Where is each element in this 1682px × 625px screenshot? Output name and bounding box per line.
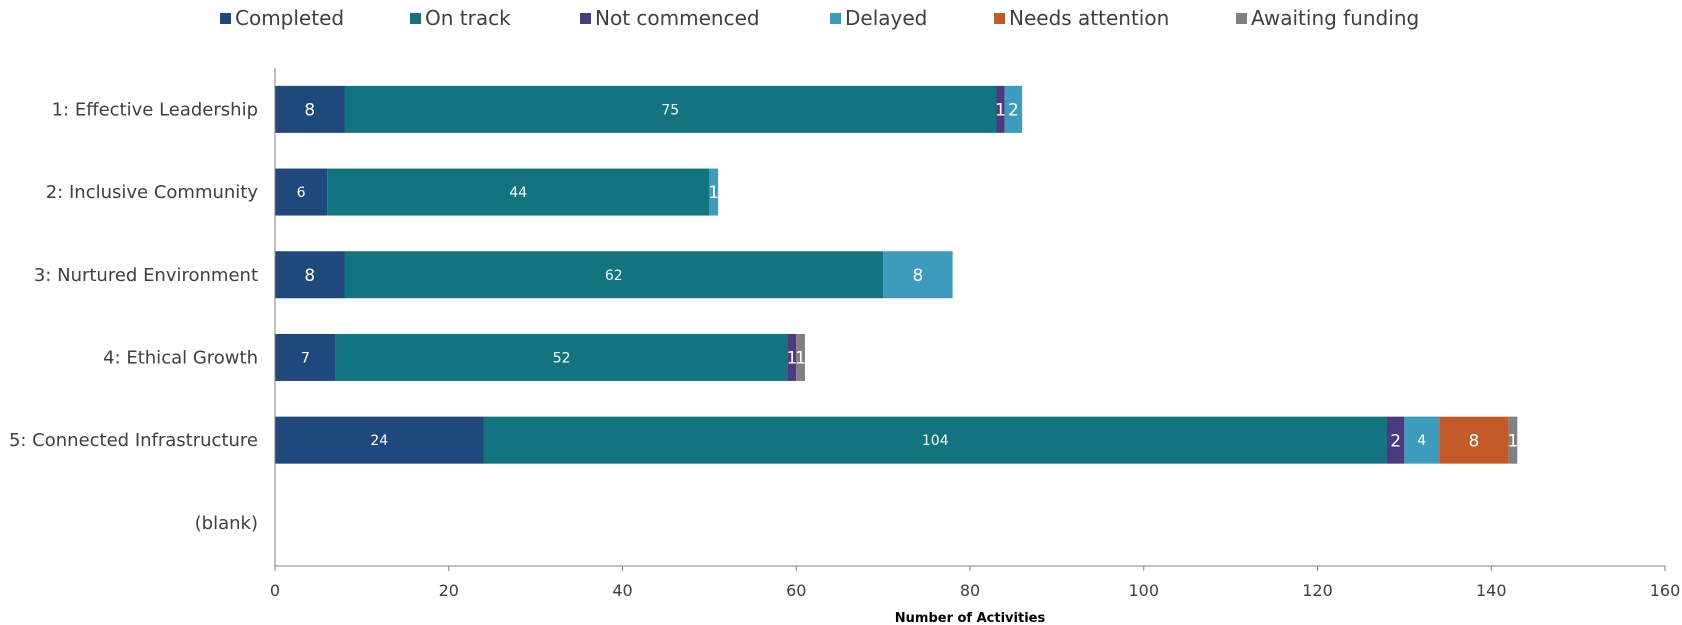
x-axis-title: Number of Activities (895, 611, 1046, 625)
bar-segment (275, 251, 345, 299)
legend-label: On track (425, 6, 511, 30)
legend-swatch (830, 12, 841, 24)
bar-segment (1004, 85, 1023, 133)
bar-segment (344, 251, 884, 299)
legend-item: Completed (220, 6, 344, 30)
legend-label: Awaiting funding (1251, 6, 1420, 30)
bar-segment (787, 333, 797, 381)
data-label: 8 (912, 266, 923, 286)
data-label: 24 (370, 433, 388, 449)
category-label: (blank) (195, 513, 258, 534)
legend-label: Not commenced (595, 6, 760, 30)
legend-label: Delayed (845, 6, 928, 30)
data-label: 1 (1508, 431, 1519, 451)
category-label: 2: Inclusive Community (46, 182, 259, 203)
x-tick-label: 80 (960, 581, 980, 600)
data-label: 104 (922, 433, 949, 449)
bar-segment (344, 85, 997, 133)
data-label: 75 (661, 102, 679, 118)
bar-segment (883, 251, 953, 299)
legend-label: Completed (235, 6, 345, 30)
data-label: 1 (708, 183, 719, 203)
data-label: 1 (795, 349, 806, 369)
bar-segment (483, 416, 1387, 464)
bar-segment (327, 168, 710, 216)
bar-segment (1387, 416, 1405, 464)
data-label: 7 (301, 350, 310, 366)
bar-segment (709, 168, 719, 216)
category-label: 4: Ethical Growth (103, 347, 258, 368)
data-label: 8 (1468, 431, 1479, 451)
x-tick-label: 0 (270, 581, 280, 600)
x-tick-label: 120 (1302, 581, 1333, 600)
x-tick-label: 160 (1650, 581, 1681, 600)
data-label: 4 (1417, 433, 1426, 449)
legend-swatch (410, 12, 421, 24)
x-tick-label: 100 (1128, 581, 1159, 600)
legend-item: Awaiting funding (1236, 6, 1419, 30)
bar-segment (996, 85, 1005, 133)
data-label: 6 (297, 185, 306, 201)
data-label: 1 (995, 100, 1006, 120)
data-label: 52 (553, 350, 571, 366)
data-label: 1 (786, 349, 797, 369)
bar-segment (1404, 416, 1440, 464)
legend-label: Needs attention (1009, 6, 1170, 30)
bar-segment (1508, 416, 1518, 464)
legend-item: Not commenced (580, 6, 760, 30)
bar-segment (1439, 416, 1509, 464)
x-tick-label: 140 (1476, 581, 1507, 600)
legend-swatch (220, 12, 231, 24)
bar-segment (335, 333, 788, 381)
data-label: 44 (509, 185, 527, 201)
category-label: 1: Effective Leadership (52, 99, 258, 120)
x-tick-label: 40 (612, 581, 632, 600)
legend-swatch (1236, 12, 1247, 24)
data-label: 62 (605, 268, 623, 284)
legend-item: On track (410, 6, 511, 30)
legend-item: Needs attention (994, 6, 1169, 30)
data-label: 8 (304, 100, 315, 120)
legend-swatch (580, 12, 591, 24)
bar-segment (796, 333, 805, 381)
bar-segment (275, 333, 336, 381)
data-label: 2 (1390, 431, 1401, 451)
legend-item: Delayed (830, 6, 927, 30)
bar-segment (275, 168, 328, 216)
x-tick-label: 20 (439, 581, 459, 600)
legend-swatch (994, 12, 1005, 24)
category-label: 3: Nurtured Environment (34, 265, 258, 286)
category-label: 5: Connected Infrastructure (9, 430, 258, 451)
x-tick-label: 60 (786, 581, 806, 600)
chart-legend: Completed On track Not commenced Delayed Nee… (0, 6, 1682, 36)
bar-segment (275, 85, 345, 133)
bar-segment (275, 416, 484, 464)
data-label: 8 (304, 266, 315, 286)
data-label: 2 (1008, 100, 1019, 120)
